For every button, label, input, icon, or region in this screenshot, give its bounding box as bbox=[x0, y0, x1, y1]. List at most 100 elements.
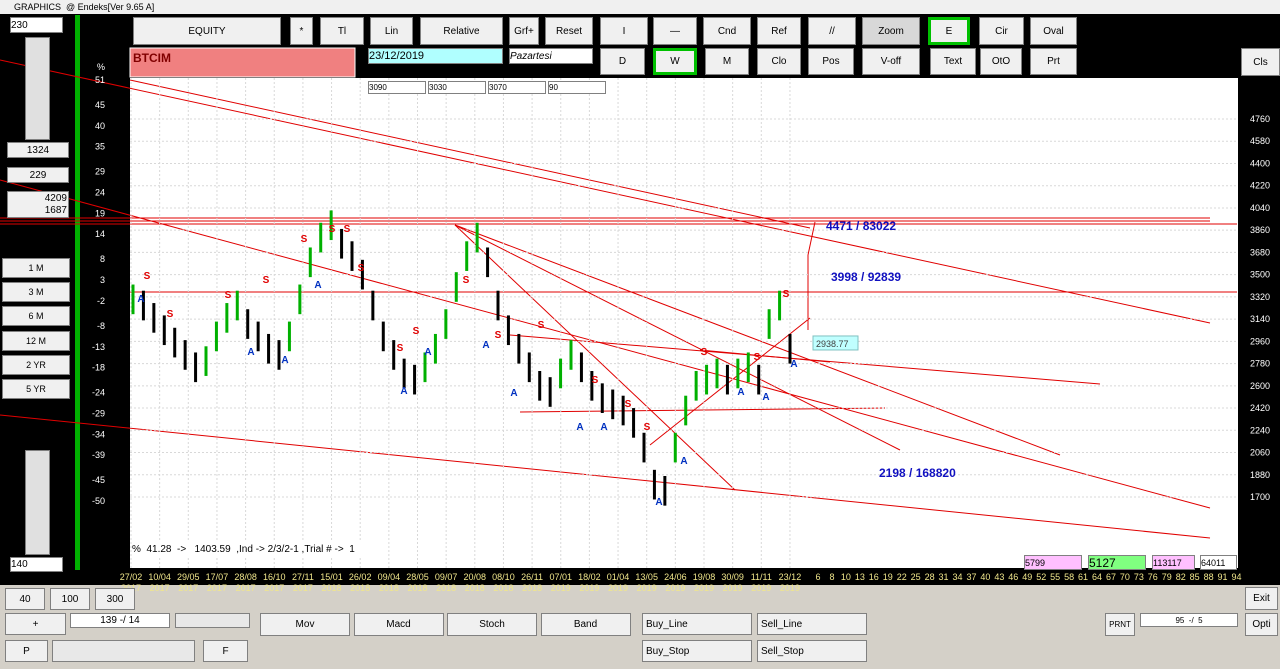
toolbar-button[interactable]: Zoom bbox=[862, 17, 920, 45]
x-year-label: 2019 bbox=[551, 583, 571, 593]
toolbar-button[interactable]: V-off bbox=[862, 48, 920, 75]
toolbar-button[interactable]: OtO bbox=[980, 48, 1022, 75]
order-checkbox[interactable]: Sell_Stop bbox=[757, 640, 867, 662]
toolbar-button[interactable]: Oval bbox=[1030, 17, 1077, 45]
date-field: 23/12/2019 bbox=[368, 48, 503, 64]
toolbar-button[interactable]: // bbox=[808, 17, 856, 45]
signal-mark: A bbox=[790, 359, 797, 370]
y-tick-label: 4220 bbox=[1250, 181, 1270, 191]
signal-mark: S bbox=[413, 326, 420, 337]
indicator-button[interactable]: Mov bbox=[260, 613, 350, 636]
toolbar-button[interactable]: Cir bbox=[979, 17, 1024, 45]
toolbar-button[interactable]: W bbox=[653, 48, 697, 75]
x-tick-label: 8 bbox=[829, 572, 834, 582]
symbol-label: BTCIM bbox=[133, 51, 171, 65]
x-tick-label: 76 bbox=[1148, 572, 1158, 582]
order-checkbox[interactable]: Sell_Line bbox=[757, 613, 867, 635]
x-tick-label: 28/05 bbox=[406, 572, 429, 582]
order-checkbox[interactable]: Buy_Line bbox=[642, 613, 752, 635]
toolbar-button[interactable]: Ref bbox=[757, 17, 801, 45]
signal-mark: S bbox=[301, 234, 308, 245]
x-year-label: 2018 bbox=[350, 583, 370, 593]
x-tick-label: 26/11 bbox=[521, 572, 543, 582]
signal-mark: A bbox=[482, 340, 489, 351]
indicator-button[interactable]: Macd bbox=[353, 613, 444, 636]
value-field: 230 bbox=[10, 17, 63, 33]
last-price-box bbox=[812, 335, 859, 351]
period-button[interactable]: 1 M bbox=[2, 258, 70, 278]
x-year-label: 2018 bbox=[522, 583, 542, 593]
x-tick-label: 82 bbox=[1176, 572, 1186, 582]
y2-tick-label: 45 bbox=[95, 100, 105, 110]
signal-mark: S bbox=[144, 271, 151, 282]
print-button[interactable]: PRNT bbox=[1105, 613, 1135, 636]
f-button[interactable]: F bbox=[203, 640, 248, 662]
toolbar-button[interactable]: D bbox=[600, 48, 645, 75]
indicator-button[interactable]: Stoch bbox=[447, 613, 537, 636]
x-tick-label: 43 bbox=[994, 572, 1004, 582]
signal-mark: S bbox=[225, 290, 232, 301]
x-tick-label: 29/05 bbox=[177, 572, 200, 582]
x-tick-label: 17/07 bbox=[206, 572, 229, 582]
toolbar-button[interactable]: Prt bbox=[1030, 48, 1077, 75]
toolbar-button[interactable]: Text bbox=[930, 48, 976, 75]
param-box: 3030 bbox=[428, 81, 486, 94]
period-button[interactable]: 2 YR bbox=[2, 354, 70, 375]
x-tick-label: 6 bbox=[815, 572, 820, 582]
toolbar-button[interactable]: EQUITY bbox=[133, 17, 281, 45]
x-tick-label: 30/09 bbox=[721, 572, 744, 582]
plus-button[interactable]: + bbox=[5, 613, 66, 635]
opti-button[interactable]: Opti bbox=[1245, 613, 1278, 636]
zoom-button[interactable]: 100 bbox=[50, 588, 90, 610]
period-button[interactable]: 5 YR bbox=[2, 379, 70, 399]
x-tick-label: 15/01 bbox=[320, 572, 343, 582]
x-tick-label: 09/04 bbox=[378, 572, 401, 582]
signal-mark: S bbox=[538, 320, 545, 331]
order-checkbox[interactable]: Buy_Stop bbox=[642, 640, 752, 662]
signal-mark: S bbox=[644, 422, 651, 433]
x-tick-label: 70 bbox=[1120, 572, 1130, 582]
toolbar-button[interactable]: I bbox=[600, 17, 648, 45]
signal-mark: A bbox=[137, 294, 144, 305]
toolbar-button[interactable]: Clo bbox=[757, 48, 801, 75]
toolbar-button[interactable]: — bbox=[653, 17, 697, 45]
zoom-button[interactable]: 40 bbox=[5, 588, 45, 610]
toolbar-button[interactable]: E bbox=[928, 17, 970, 45]
toolbar-button[interactable]: Tl bbox=[320, 17, 364, 45]
p-button[interactable]: P bbox=[5, 640, 48, 662]
y-tick-label: 3320 bbox=[1250, 292, 1270, 302]
footer-box: 64011 bbox=[1200, 555, 1237, 570]
period-button[interactable]: 6 M bbox=[2, 306, 70, 327]
zoom-button[interactable]: 300 bbox=[95, 588, 135, 610]
x-tick-label: 61 bbox=[1078, 572, 1088, 582]
x-tick-label: 23/12 bbox=[779, 572, 802, 582]
signal-mark: A bbox=[314, 280, 321, 291]
toolbar-button[interactable]: Reset bbox=[545, 17, 593, 45]
symbol-box bbox=[129, 47, 356, 78]
toolbar-button[interactable]: M bbox=[705, 48, 749, 75]
y-tick-label: 1700 bbox=[1250, 492, 1270, 502]
exit-button[interactable]: Exit bbox=[1245, 587, 1278, 610]
toolbar-button[interactable]: * bbox=[290, 17, 313, 45]
close-button[interactable]: Cls bbox=[1241, 48, 1280, 76]
toolbar-button[interactable]: Relative bbox=[420, 17, 503, 45]
x-year-label: 2019 bbox=[579, 583, 599, 593]
weekday-field: Pazartesi bbox=[509, 48, 593, 64]
footer-box: 5127 bbox=[1088, 555, 1146, 570]
x-tick-label: 94 bbox=[1231, 572, 1241, 582]
toolbar-button[interactable]: Cnd bbox=[703, 17, 751, 45]
signal-mark: A bbox=[762, 392, 769, 403]
signal-mark: S bbox=[358, 263, 365, 274]
period-button[interactable]: 3 M bbox=[2, 282, 70, 303]
signal-mark: A bbox=[247, 347, 254, 358]
toolbar-button[interactable]: Lin bbox=[370, 17, 413, 45]
y-tick-label: 3500 bbox=[1250, 270, 1270, 280]
toolbar-button[interactable]: Grf+ bbox=[509, 17, 539, 45]
toolbar-button[interactable]: Pos bbox=[808, 48, 854, 75]
signal-mark: S bbox=[495, 330, 502, 341]
value-field: 229 bbox=[7, 167, 69, 183]
period-button[interactable]: 12 M bbox=[2, 330, 70, 351]
x-year-label: 2019 bbox=[637, 583, 657, 593]
indicator-button[interactable]: Band bbox=[540, 613, 631, 636]
